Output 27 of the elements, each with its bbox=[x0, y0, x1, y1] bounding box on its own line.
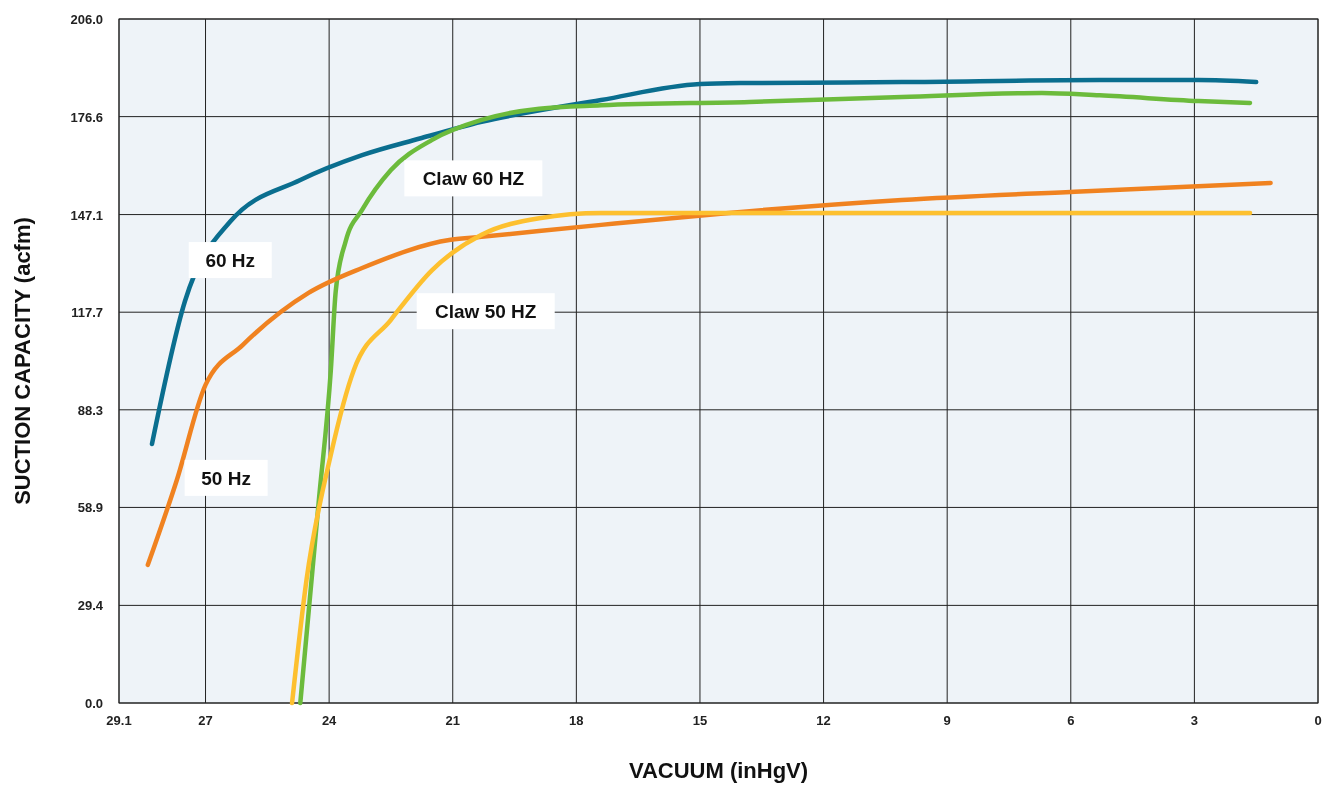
line-series bbox=[289, 210, 1253, 706]
series-label: 60 Hz bbox=[205, 250, 256, 272]
x-tick-label: 15 bbox=[692, 713, 708, 728]
x-tick-label: 0 bbox=[1314, 713, 1322, 728]
x-tick-label: 3 bbox=[1190, 713, 1199, 728]
y-tick-label: 117.7 bbox=[71, 305, 103, 321]
y-tick-label: 58.9 bbox=[77, 500, 103, 516]
series-label: Claw 50 HZ bbox=[435, 301, 537, 323]
y-tick-label: 29.4 bbox=[77, 598, 104, 614]
y-tick-label: 88.3 bbox=[77, 402, 103, 418]
x-tick-label: 27 bbox=[198, 713, 213, 728]
y-tick-label: 176.6 bbox=[70, 109, 103, 125]
series-label: 50 Hz bbox=[201, 467, 251, 489]
x-tick-label: 21 bbox=[445, 713, 460, 728]
x-tick-label: 9 bbox=[943, 713, 951, 728]
series-label: Claw 60 HZ bbox=[422, 168, 525, 190]
y-tick-label: 147.1 bbox=[70, 207, 103, 223]
x-tick-label: 29.1 bbox=[106, 713, 132, 728]
y-tick-label: 206.0 bbox=[70, 12, 103, 27]
x-axis-title: VACUUM (inHgV) bbox=[628, 758, 809, 783]
line-series bbox=[298, 90, 1253, 706]
x-tick-label: 6 bbox=[1067, 713, 1075, 728]
x-tick-label: 18 bbox=[569, 713, 584, 728]
y-tick-label: 0.0 bbox=[84, 696, 103, 711]
x-tick-label: 12 bbox=[816, 713, 831, 728]
x-tick-label: 24 bbox=[321, 713, 338, 728]
y-axis-title: SUCTION CAPACITY (acfm) bbox=[10, 217, 35, 505]
